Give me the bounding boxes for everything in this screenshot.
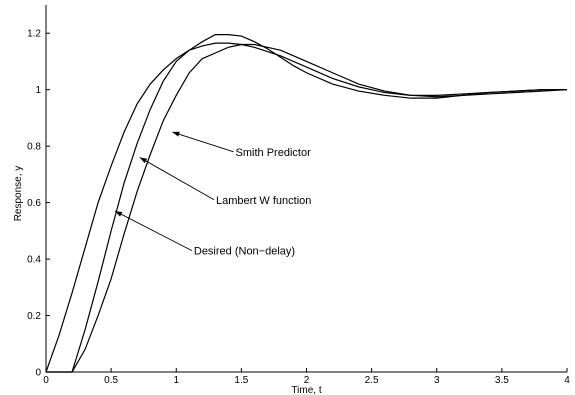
y-axis-label: Response, y — [13, 166, 24, 222]
y-tick-label: 1.2 — [27, 29, 41, 40]
annotation-arrow-head — [172, 131, 180, 137]
x-tick-label: 0 — [43, 375, 49, 386]
y-tick-label: 1 — [35, 85, 41, 96]
x-tick-label: 2 — [304, 375, 310, 386]
y-tick-label: 0.6 — [27, 198, 41, 209]
x-tick-label: 2.5 — [365, 375, 379, 386]
chart-annotations: Smith Predictor Lambert W function Desired… — [114, 131, 312, 258]
y-tick-label: 0.4 — [27, 255, 41, 266]
annotation-label: Smith Predictor — [236, 147, 312, 159]
chart-series-group — [45, 34, 568, 373]
x-tick-label: 1.5 — [234, 375, 248, 386]
x-axis-label: Time, t — [291, 385, 321, 395]
y-tick-label: 0.2 — [27, 311, 41, 322]
series-line-3 — [46, 43, 568, 373]
x-tick-label: 1 — [173, 375, 179, 386]
y-tick-label: 0 — [35, 368, 41, 379]
annotation-arrow-head — [115, 211, 123, 217]
x-tick-label: 3 — [434, 375, 440, 386]
annotation-arrow-head — [139, 157, 148, 164]
annotation-arrow — [172, 131, 234, 153]
x-tick-label: 4 — [564, 375, 570, 386]
axis-lines — [45, 5, 567, 373]
annotation-label: Lambert W function — [216, 195, 311, 207]
series-line-2 — [46, 34, 567, 373]
annotation-label: Desired (Non−delay) — [194, 246, 295, 258]
annotation-arrow — [114, 210, 193, 252]
annotation-arrow — [139, 157, 215, 201]
x-tick-label: 0.5 — [104, 375, 118, 386]
y-tick-label: 0.8 — [27, 142, 41, 153]
x-tick-label: 3.5 — [495, 375, 509, 386]
